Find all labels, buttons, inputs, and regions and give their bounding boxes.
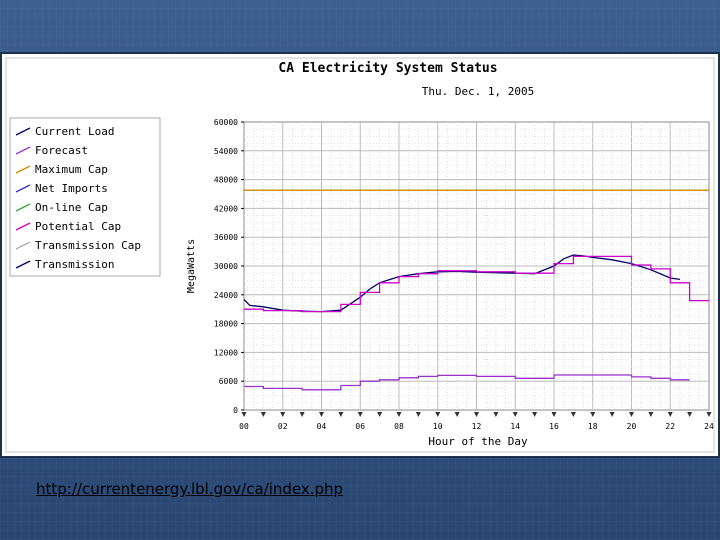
chart-title: CA Electricity System Status — [278, 61, 497, 76]
source-url-link[interactable]: http://currentenergy.lbl.gov/ca/index.ph… — [36, 480, 344, 498]
legend-swatch — [15, 222, 31, 231]
y-tick-label: 18000 — [214, 320, 238, 329]
legend-label: Transmission — [35, 258, 114, 271]
y-axis-label: MegaWatts — [186, 239, 197, 293]
legend-label: Transmission Cap — [35, 239, 141, 252]
x-tick-marker — [590, 412, 596, 417]
x-tick-marker — [260, 412, 266, 417]
x-tick-marker — [474, 412, 479, 417]
chart-panel: CA Electricity System Status Thu. Dec. 1… — [0, 52, 720, 458]
x-tick-marker — [551, 412, 557, 417]
legend-label: Current Load — [35, 125, 114, 138]
x-tick-label: 12 — [472, 422, 482, 431]
x-tick-marker — [241, 412, 247, 417]
x-tick-marker — [609, 412, 615, 417]
x-tick-marker — [377, 412, 383, 417]
x-axis-label: Hour of the Day — [428, 435, 528, 448]
y-tick-label: 12000 — [214, 348, 238, 357]
y-tick-label: 60000 — [214, 118, 238, 127]
legend-swatch — [15, 127, 31, 136]
x-tick-marker — [532, 412, 538, 417]
x-tick-marker — [687, 412, 693, 417]
legend-swatch — [15, 184, 31, 193]
x-tick-label: 08 — [394, 422, 404, 431]
x-tick-marker — [435, 412, 441, 417]
electricity-chart: CA Electricity System Status Thu. Dec. 1… — [5, 57, 715, 453]
legend-swatch — [15, 203, 31, 212]
x-tick-marker — [454, 412, 460, 417]
series-line-potential-cap — [244, 255, 709, 313]
y-tick-label: 54000 — [214, 147, 238, 156]
x-tick-label: 24 — [704, 422, 714, 431]
y-tick-label: 6000 — [219, 377, 238, 386]
x-tick-marker — [299, 412, 305, 417]
x-tick-label: 00 — [239, 422, 249, 431]
x-tick-label: 16 — [549, 422, 559, 431]
x-tick-label: 02 — [278, 422, 288, 431]
x-tick-marker — [280, 412, 286, 417]
series-line-net-imports — [244, 374, 690, 391]
x-tick-label: 10 — [433, 422, 443, 431]
series-lines — [243, 189, 709, 391]
y-tick-label: 0 — [233, 406, 238, 415]
x-tick-marker — [570, 412, 576, 417]
x-tick-marker — [667, 412, 673, 417]
axis-ticks: 6000054000480004200036000300002400018000… — [214, 118, 714, 431]
legend-swatch — [15, 165, 31, 174]
x-tick-marker — [338, 412, 344, 417]
x-tick-marker — [493, 412, 499, 417]
x-tick-label: 18 — [588, 422, 598, 431]
x-tick-marker — [357, 412, 363, 417]
legend-label: Forecast — [35, 144, 88, 157]
x-tick-label: 20 — [627, 422, 637, 431]
x-tick-marker — [648, 412, 654, 417]
legend-label: Maximum Cap — [35, 163, 108, 176]
y-tick-label: 48000 — [214, 176, 238, 185]
x-tick-marker — [319, 412, 324, 417]
y-tick-label: 30000 — [214, 262, 238, 271]
x-tick-marker — [415, 412, 421, 417]
x-tick-label: 04 — [317, 422, 327, 431]
legend-swatch — [15, 146, 31, 155]
x-tick-marker — [512, 412, 518, 417]
x-tick-marker — [396, 412, 402, 417]
legend-label: Net Imports — [35, 182, 108, 195]
x-tick-label: 22 — [665, 422, 675, 431]
x-tick-label: 06 — [355, 422, 365, 431]
x-tick-label: 14 — [510, 422, 520, 431]
legend-swatch — [15, 241, 31, 250]
legend: Current Load Forecast Maximum Cap Net Impor… — [15, 125, 141, 271]
y-tick-label: 24000 — [214, 291, 238, 300]
legend-label: On-line Cap — [35, 201, 108, 214]
legend-swatch — [15, 260, 31, 269]
legend-box — [9, 117, 161, 277]
legend-label: Potential Cap — [35, 220, 121, 233]
chart-subtitle: Thu. Dec. 1, 2005 — [422, 85, 535, 98]
x-tick-marker — [629, 412, 634, 417]
y-tick-label: 36000 — [214, 233, 238, 242]
x-tick-marker — [706, 412, 712, 417]
y-tick-label: 42000 — [214, 204, 238, 213]
